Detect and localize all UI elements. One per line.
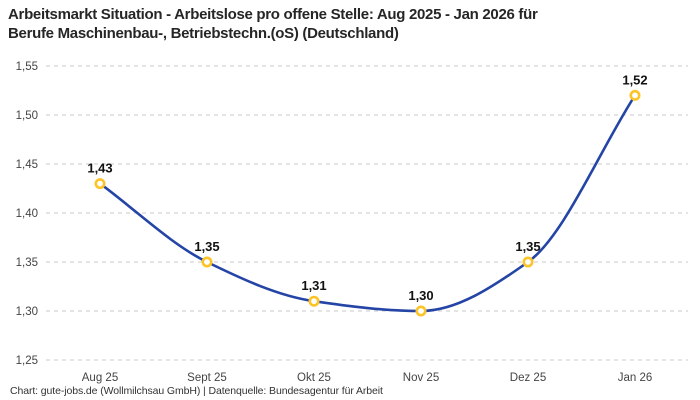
- chart-footer: Chart: gute-jobs.de (Wollmilchsau GmbH) …: [10, 385, 383, 397]
- x-axis-tick-label: Aug 25: [82, 372, 118, 384]
- data-point-marker[interactable]: [629, 89, 641, 101]
- y-axis-tick-label: 1,25: [16, 355, 38, 367]
- data-point-marker[interactable]: [94, 178, 106, 190]
- y-axis-tick-label: 1,35: [16, 257, 38, 269]
- y-axis-tick-label: 1,50: [16, 110, 38, 122]
- y-axis-tick-label: 1,55: [16, 61, 38, 73]
- x-axis-tick-label: Jan 26: [618, 372, 653, 384]
- y-axis-tick-label: 1,40: [16, 208, 38, 220]
- x-axis-tick-label: Nov 25: [403, 372, 439, 384]
- data-point-marker[interactable]: [522, 256, 534, 268]
- data-point-label: 1,30: [408, 288, 433, 303]
- data-point-label: 1,35: [194, 239, 219, 254]
- chart-title: Arbeitsmarkt Situation - Arbeitslose pro…: [8, 5, 692, 43]
- data-point-marker[interactable]: [415, 305, 427, 317]
- data-series-line: [98, 94, 637, 313]
- data-point-label: 1,52: [622, 72, 647, 87]
- x-axis-tick-label: Sept 25: [187, 372, 227, 384]
- data-point-label: 1,31: [301, 278, 326, 293]
- data-point-label: 1,43: [87, 161, 112, 176]
- data-point-marker[interactable]: [308, 295, 320, 307]
- y-axis-tick-label: 1,45: [16, 159, 38, 171]
- y-axis-tick-label: 1,30: [16, 306, 38, 318]
- x-axis-tick-label: Okt 25: [297, 372, 331, 384]
- data-point-marker[interactable]: [201, 256, 213, 268]
- chart-title-line-1: Arbeitsmarkt Situation - Arbeitslose pro…: [8, 6, 538, 23]
- data-point-label: 1,35: [515, 239, 540, 254]
- x-axis-tick-label: Dez 25: [510, 372, 546, 384]
- chart-title-line-2: Berufe Maschinenbau-, Betriebstechn.(oS)…: [8, 25, 399, 42]
